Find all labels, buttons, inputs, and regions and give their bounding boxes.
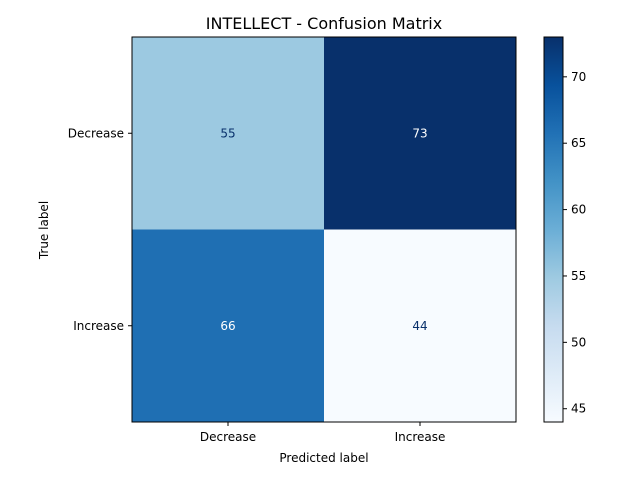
colorbar-tick-label: 70: [571, 70, 586, 84]
colorbar-tick-label: 55: [571, 269, 586, 283]
y-tick-label: Increase: [73, 319, 124, 333]
matrix-cell: [132, 229, 324, 422]
chart-title: INTELLECT - Confusion Matrix: [206, 14, 442, 33]
x-axis-label: Predicted label: [279, 451, 368, 465]
matrix-cells: [132, 37, 516, 422]
colorbar-tick-label: 50: [571, 335, 586, 349]
x-tick-label: Decrease: [200, 430, 256, 444]
colorbar-tick-label: 60: [571, 203, 586, 217]
matrix-cell-labels: 55 73 66 44: [220, 126, 427, 333]
matrix-cell: [132, 37, 324, 230]
matrix-cell: [324, 37, 516, 230]
matrix-cell-value: 44: [412, 319, 427, 333]
x-tick-label: Increase: [395, 430, 446, 444]
matrix-cell-value: 66: [220, 319, 235, 333]
x-axis-ticks: Decrease Increase: [200, 422, 446, 444]
colorbar-tick-label: 65: [571, 136, 586, 150]
y-axis-label: True label: [37, 201, 51, 260]
matrix-cell-value: 55: [220, 126, 235, 140]
colorbar-ticks: 45 50 55 60 65 70: [563, 70, 586, 416]
matrix-cell: [324, 229, 516, 422]
plot-frame: [131, 36, 517, 423]
y-axis-ticks: Decrease Increase: [68, 126, 132, 333]
matrix-cell-value: 73: [412, 126, 427, 140]
y-tick-label: Decrease: [68, 126, 124, 140]
colorbar-tick-label: 45: [571, 402, 586, 416]
colorbar: [543, 36, 564, 423]
